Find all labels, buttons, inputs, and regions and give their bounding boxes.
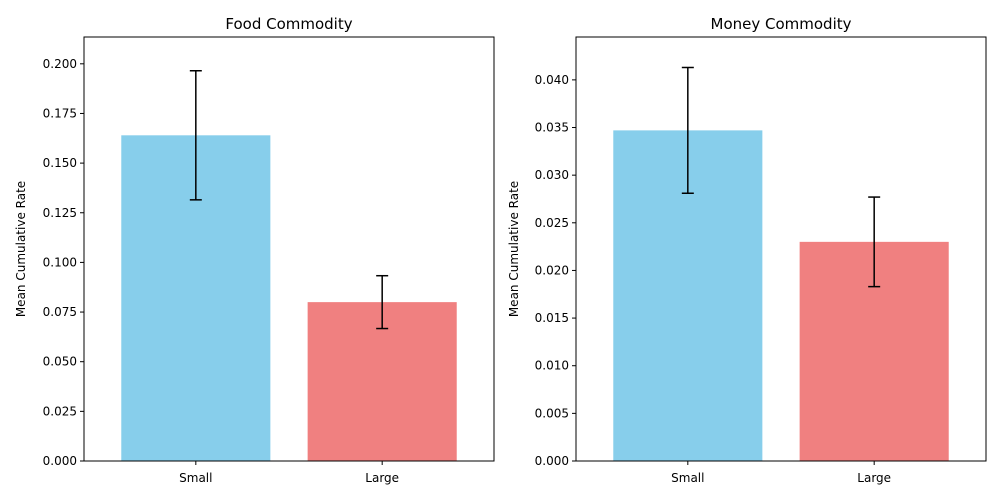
- y-tick-label: 0.035: [535, 121, 569, 135]
- chart-title: Money Commodity: [711, 15, 852, 33]
- money-commodity-panel: Money Commodity Mean Cumulative Rate 0.0…: [507, 15, 987, 485]
- y-tick-label: 0.020: [535, 263, 569, 277]
- y-tick-label: 0.125: [43, 206, 77, 220]
- y-tick-label: 0.005: [535, 406, 569, 420]
- y-axis-label: Mean Cumulative Rate: [14, 181, 28, 317]
- y-tick-label: 0.050: [43, 355, 77, 369]
- x-tick-label: Large: [365, 471, 399, 485]
- y-tick-label: 0.100: [43, 255, 77, 269]
- y-tick-label: 0.150: [43, 156, 77, 170]
- y-axis-label: Mean Cumulative Rate: [507, 181, 521, 317]
- y-tick-label: 0.025: [535, 216, 569, 230]
- error-bar-large: [868, 196, 881, 288]
- error-bar-small: [681, 66, 694, 195]
- y-tick-label: 0.000: [535, 454, 569, 468]
- error-bar-large: [376, 274, 389, 330]
- y-tick-label: 0.015: [535, 311, 569, 325]
- axes-frame: [575, 36, 987, 462]
- axes-frame: [83, 36, 495, 462]
- chart-title: Food Commodity: [225, 15, 352, 33]
- y-tick-label: 0.010: [535, 359, 569, 373]
- y-tick-label: 0.040: [535, 73, 569, 87]
- error-bar-small: [189, 70, 202, 201]
- y-tick-label: 0.200: [43, 57, 77, 71]
- food-commodity-panel: Food Commodity Mean Cumulative Rate 0.00…: [14, 15, 495, 485]
- y-tick-label: 0.000: [43, 454, 77, 468]
- x-tick-label: Small: [671, 471, 704, 485]
- y-tick-label: 0.025: [43, 404, 77, 418]
- y-tick-label: 0.075: [43, 305, 77, 319]
- y-tick-label: 0.030: [535, 168, 569, 182]
- x-tick-label: Large: [857, 471, 891, 485]
- y-tick-label: 0.175: [43, 106, 77, 120]
- x-tick-label: Small: [179, 471, 212, 485]
